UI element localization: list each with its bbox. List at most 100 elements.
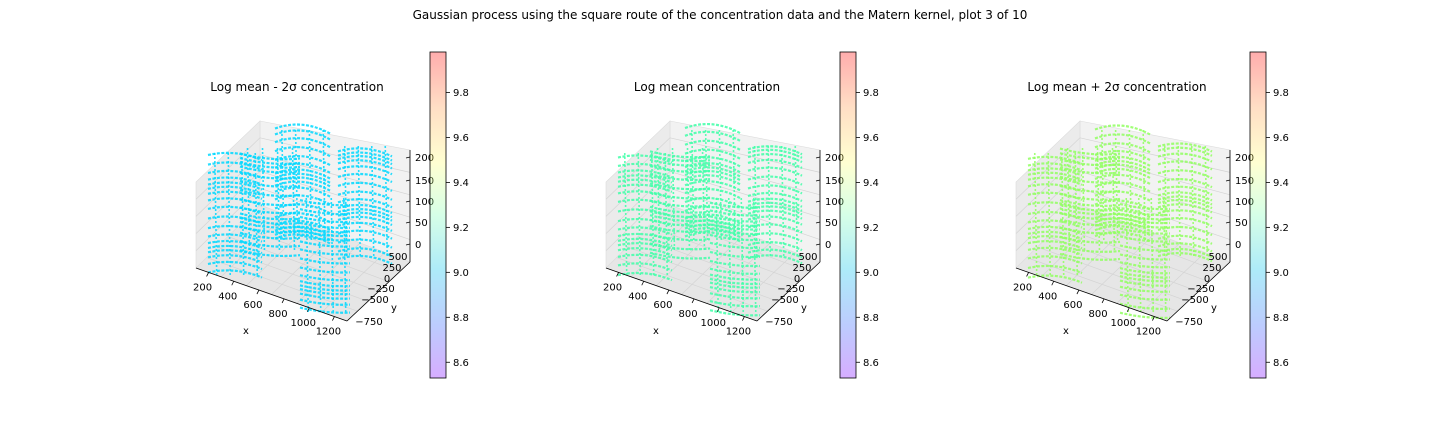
point-stripe [337,147,393,158]
colorbar-tick-label: 8.8 [453,313,469,324]
subplot-title: Log mean concentration [634,80,780,94]
z-tick-label: 50 [825,218,838,229]
point-stripe [1157,146,1213,157]
x-axis-line [605,267,758,322]
point-column [1137,197,1142,313]
point-column [276,147,281,253]
point-stripe [337,203,393,215]
point-column [357,145,362,258]
point-stripe [337,165,393,176]
z-tick [405,200,411,203]
point-stripe [207,190,263,200]
point-stripe [684,122,741,135]
point-column [656,147,661,253]
point-stripe [1094,167,1151,179]
point-stripe [617,208,673,218]
point-stripe [684,162,741,174]
point-stripe [337,211,393,222]
point-stripe [274,168,331,180]
point-stripe [207,205,263,215]
point-stripe [274,186,331,198]
point-column [740,197,745,313]
point-column [330,197,335,313]
point-column [752,197,757,313]
point-stripe [649,154,711,163]
x-tick [1026,272,1029,277]
z-tick-label: 150 [825,176,844,187]
point-stripe [1119,244,1171,252]
point-stripe [1059,192,1121,201]
y-tick-label: −500 [1181,295,1208,306]
point-stripe [1119,275,1171,283]
point-stripe [337,181,393,192]
y-axis-line [756,261,821,322]
point-stripe [747,152,803,164]
point-stripe [1027,162,1083,172]
point-stripe [1094,133,1151,145]
point-stripe [274,233,331,245]
x-tick [256,289,260,295]
z-tick [815,156,821,159]
x-tick [666,289,670,295]
z-tick [1225,243,1231,246]
y-tick-label: −250 [777,284,804,295]
point-stripe [239,231,301,240]
point-stripe [1059,152,1121,161]
x-tick [1101,298,1105,304]
scatter-points [1027,124,1213,319]
point-stripe [617,253,673,263]
x-tick-label: 800 [269,309,288,320]
point-stripe [1094,142,1151,154]
point-stripe [747,175,803,186]
y-tick-label: 250 [1202,263,1221,274]
x-tick [716,307,720,312]
point-stripe [1157,242,1213,253]
point-stripe [1059,244,1121,253]
point-column [384,145,389,258]
subplot-1: Log mean - 2σ concentration2004006008001… [193,51,469,379]
colorbar [839,51,857,379]
point-stripe [274,203,331,215]
z-tick-label: 50 [1235,218,1248,229]
point-stripe [617,174,673,184]
point-column [281,129,285,243]
point-stripe [747,184,803,195]
point-stripe [1059,203,1121,212]
colorbar-tick-label: 9.2 [453,223,469,234]
axes [1015,150,1231,322]
colorbar-tick-label: 9.6 [863,133,879,144]
point-column [1066,147,1071,253]
point-stripe [1027,171,1083,181]
x-tick-label: 600 [653,300,672,311]
point-column [305,197,310,313]
point-stripe [207,176,263,186]
x-tick-label: 1200 [726,327,751,338]
point-stripe [207,233,263,243]
point-stripe [1027,210,1083,221]
point-stripe [1119,261,1171,269]
x-tick-label: 800 [679,309,698,320]
point-stripe [239,216,301,225]
x-tick [1126,307,1130,312]
point-stripe [1119,279,1171,287]
point-stripe [684,169,741,181]
point-stripe [747,145,803,156]
y-tick-label: −500 [771,295,798,306]
z-tick-label: 100 [1235,197,1254,208]
z-tick [1225,200,1231,203]
colorbar-tick-label: 9.0 [453,268,469,279]
x-tick-label: 1200 [1136,327,1161,338]
point-stripe [1094,181,1151,193]
point-stripe [709,233,761,242]
x-tick-label: 200 [193,282,212,293]
z-tick-label: 0 [1235,240,1241,251]
point-column [1060,152,1065,278]
point-column [1096,147,1101,253]
colorbar-tick-label: 9.0 [863,268,879,279]
point-stripe [1157,225,1213,237]
point-column [664,152,669,278]
point-stripe [1094,159,1151,172]
colorbar-tick-label: 9.2 [863,223,879,234]
point-stripe [1027,167,1083,177]
